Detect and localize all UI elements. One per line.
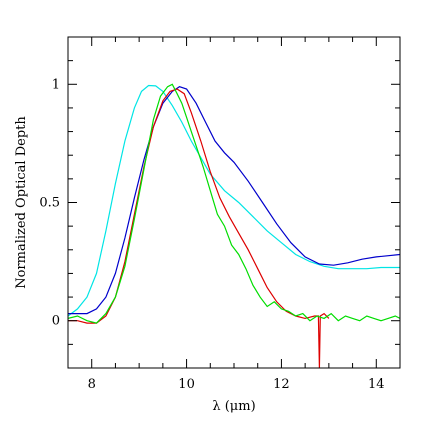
y-tick-label: 0.5 [39,196,60,211]
series-line-2 [68,86,400,315]
y-tick-label: 1 [52,77,60,92]
series-layer [68,83,400,368]
tick-layer: 8 10 12 14 0 0.5 1 [39,36,401,392]
x-tick-label: 14 [368,377,385,392]
y-tick-label: 0 [52,314,60,329]
series-line-1 [68,84,400,317]
plot-frame [67,36,401,369]
y-axis-label: Normalized Optical Depth [14,116,29,289]
x-tick-label: 8 [88,377,96,392]
x-tick-label: 10 [178,377,195,392]
x-axis-label: λ (μm) [212,399,255,414]
x-tick-label: 12 [273,377,290,392]
series-line-4 [68,83,400,324]
